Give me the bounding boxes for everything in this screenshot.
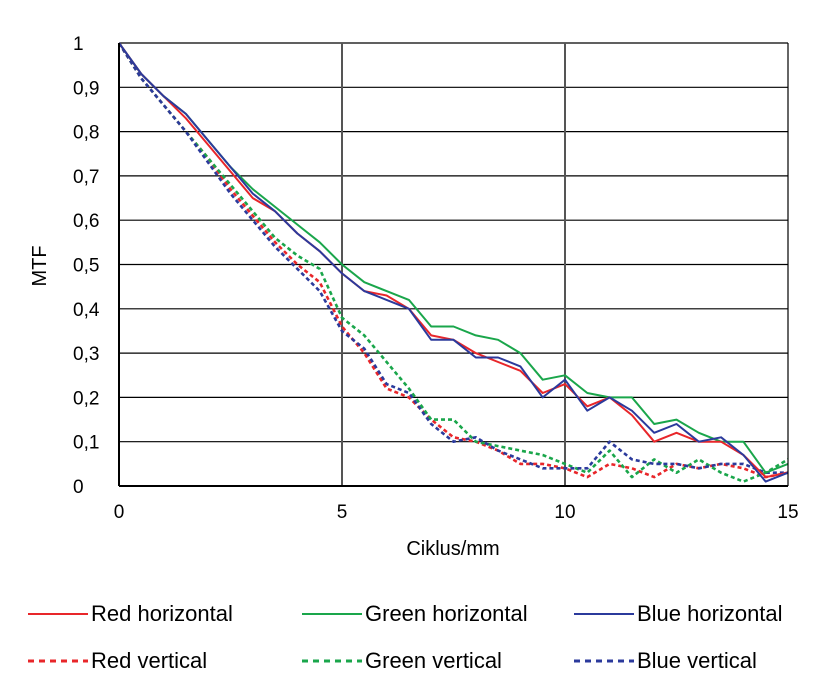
series-red-horizontal xyxy=(118,42,789,479)
y-tick-label: 0,9 xyxy=(73,78,99,99)
axes xyxy=(118,43,789,487)
y-tick-label: 0,4 xyxy=(73,300,100,321)
series-red-vertical xyxy=(117,42,789,479)
x-tick-label: 5 xyxy=(337,502,348,523)
y-tick-label: 0,2 xyxy=(73,388,99,409)
series-blue-horizontal xyxy=(118,42,789,483)
legend-label-green-horizontal: Green horizontal xyxy=(365,601,528,626)
legend-label-green-vertical: Green vertical xyxy=(365,648,502,673)
series-layer xyxy=(117,42,789,483)
series-blue-vertical xyxy=(117,42,788,475)
legend: Red horizontal Green horizontal Blue horiz… xyxy=(28,601,783,673)
series-green-vertical xyxy=(117,42,789,483)
y-axis-title: MTF xyxy=(29,245,51,286)
x-axis-title: Ciklus/mm xyxy=(406,538,499,560)
y-tick-label: 0 xyxy=(73,477,84,498)
y-tick-label: 0,7 xyxy=(73,167,99,188)
legend-label-red-vertical: Red vertical xyxy=(91,648,207,673)
y-tick-label: 1 xyxy=(73,34,84,55)
legend-label-blue-horizontal: Blue horizontal xyxy=(637,601,783,626)
y-tick-label: 0,6 xyxy=(73,211,99,232)
legend-label-blue-vertical: Blue vertical xyxy=(637,648,757,673)
tick-labels: 00,10,20,30,40,50,60,70,80,910 5 10 15 xyxy=(73,34,799,523)
y-tick-label: 0,8 xyxy=(73,123,99,144)
x-tick-label: 15 xyxy=(777,502,798,523)
y-tick-label: 0,5 xyxy=(73,256,99,277)
x-tick-label: 10 xyxy=(554,502,575,523)
y-tick-label: 0,1 xyxy=(73,433,99,454)
y-tick-label: 0,3 xyxy=(73,344,99,365)
series-green-horizontal xyxy=(118,42,789,474)
x-tick-label: 0 xyxy=(114,502,125,523)
legend-label-red-horizontal: Red horizontal xyxy=(91,601,233,626)
grid xyxy=(119,42,788,486)
